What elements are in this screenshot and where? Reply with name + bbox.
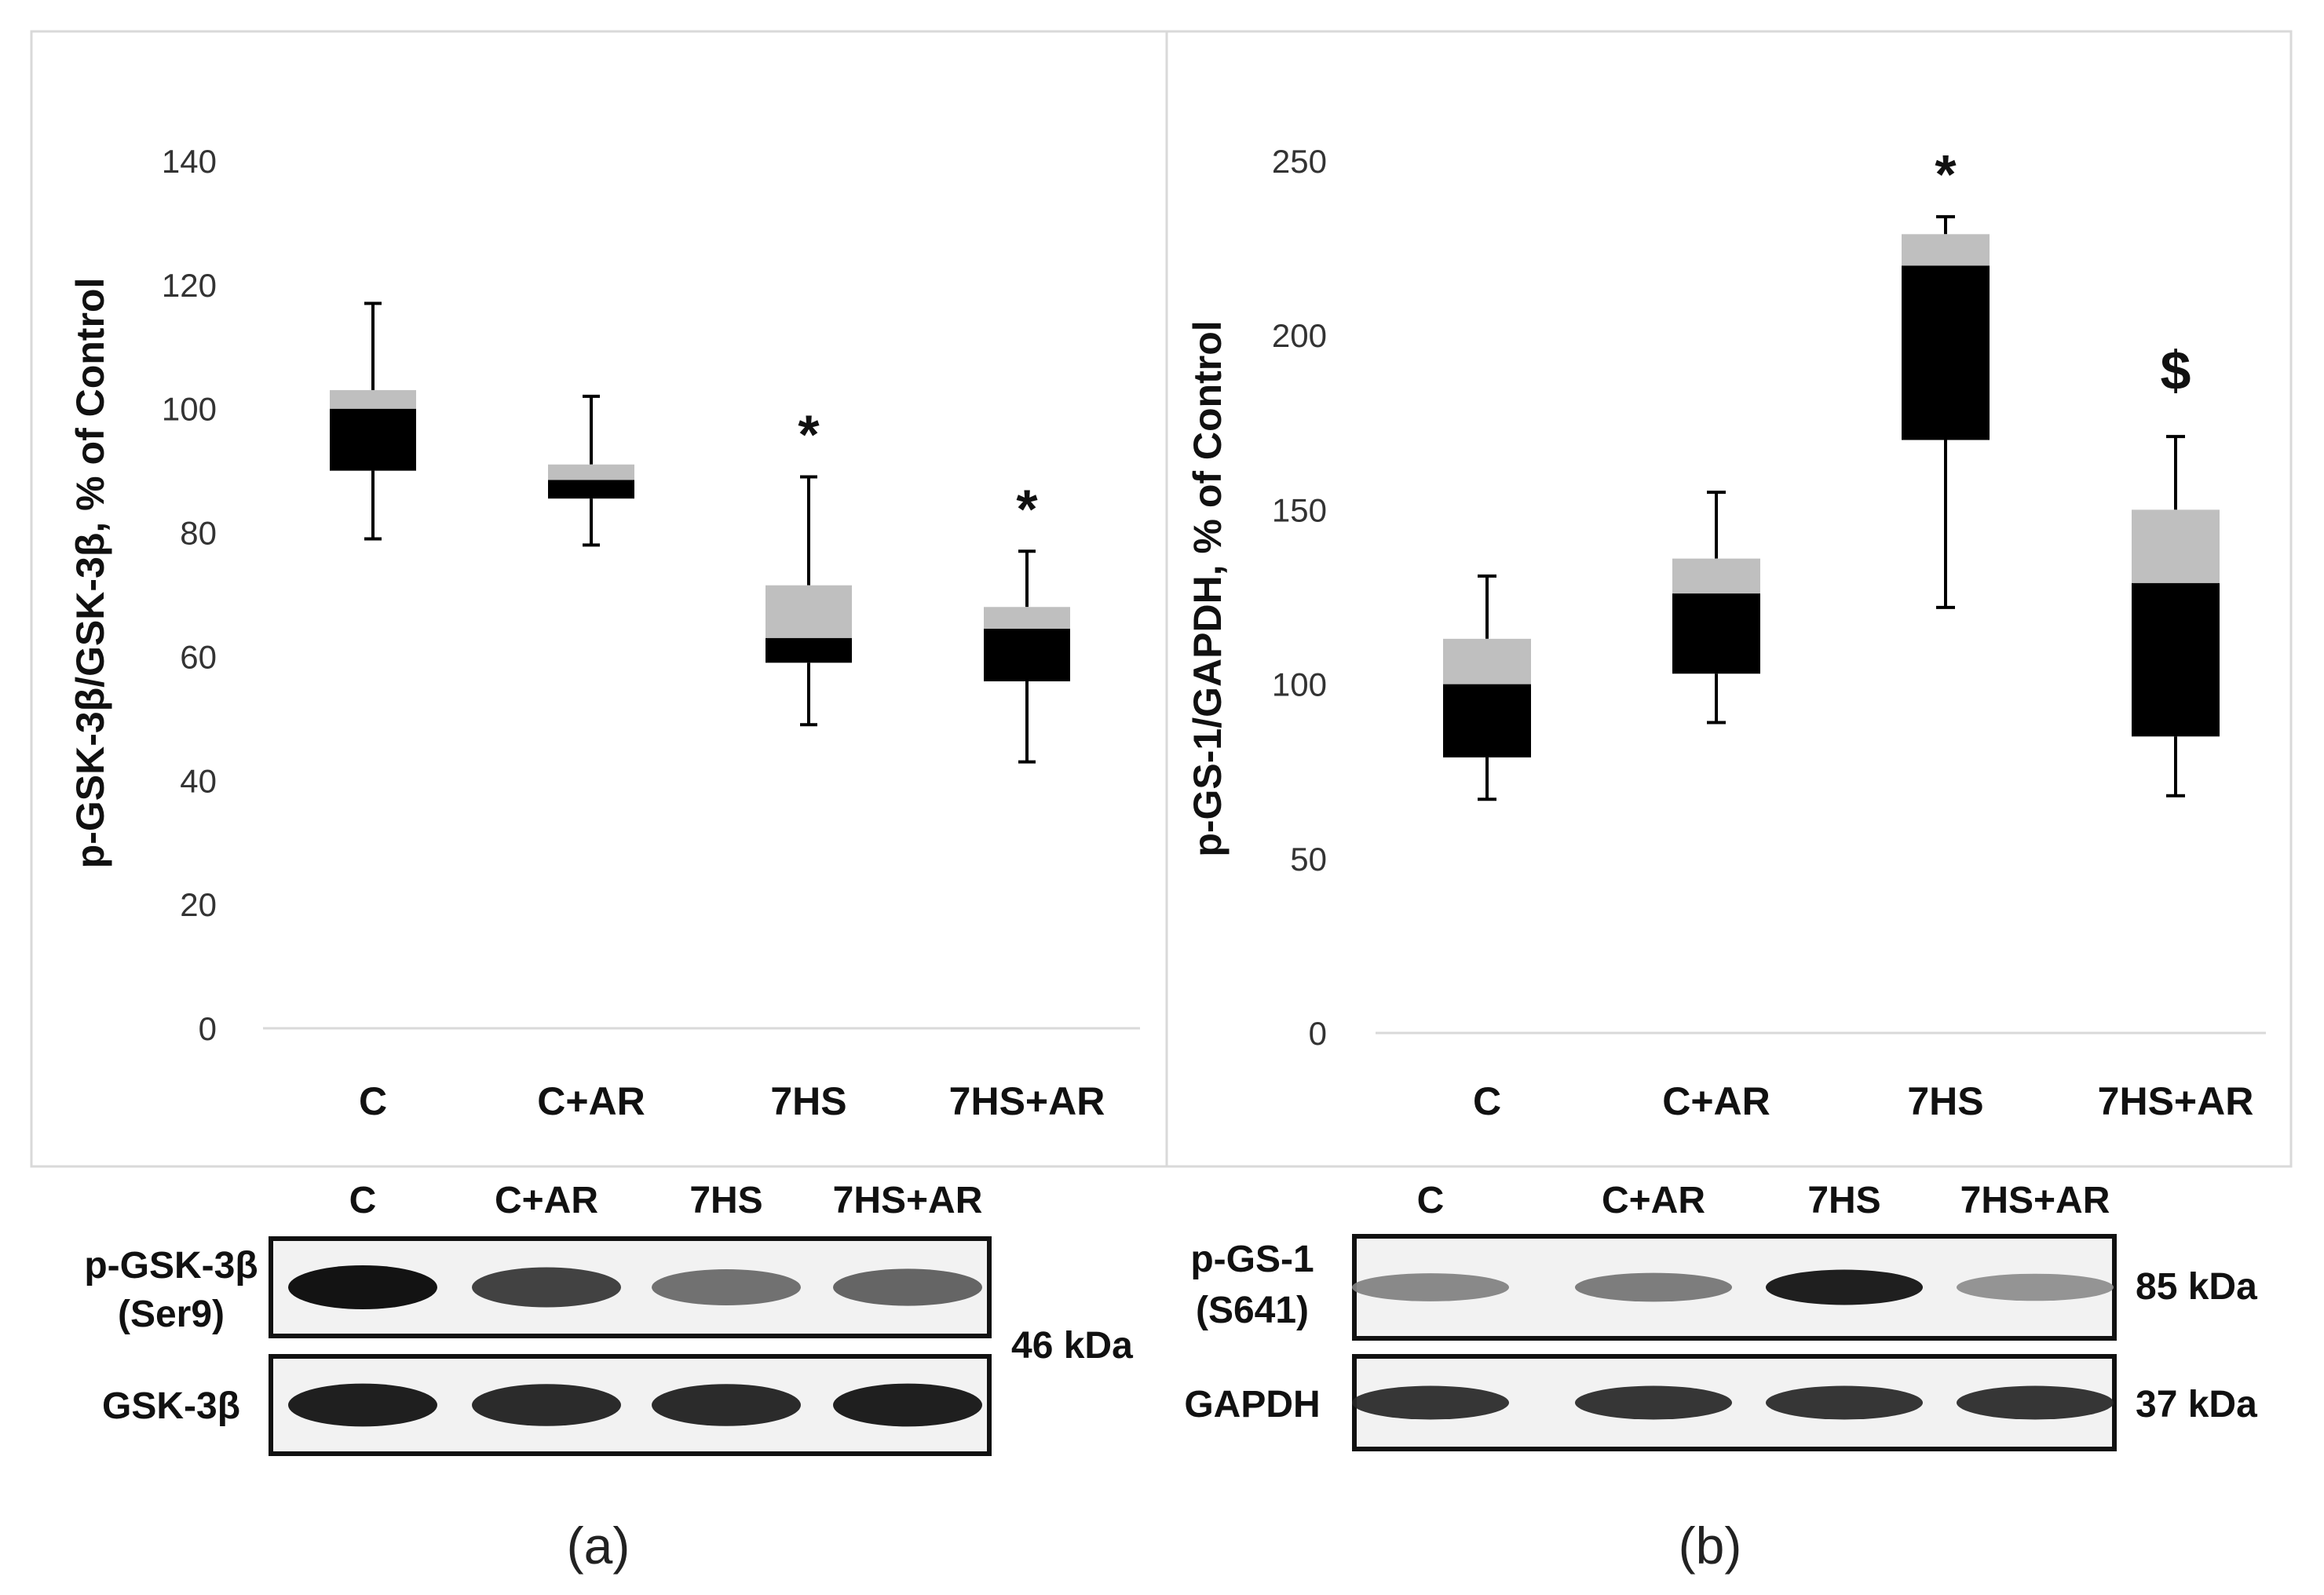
blot-a-lane-c-ar: C+AR bbox=[495, 1180, 598, 1221]
chart-b-box-upper-7hs-ar bbox=[2132, 509, 2220, 583]
chart-b-box-upper-c-ar bbox=[1672, 558, 1760, 594]
chart-b-category-7hs: 7HS bbox=[1907, 1079, 1983, 1123]
blot-a: C C+AR 7HS 7HS+AR p-GSK-3β (Ser9) GSK-3β… bbox=[84, 1180, 1133, 1456]
blot-b-lane-7hs-ar: 7HS+AR bbox=[1960, 1180, 2110, 1221]
chart-b-marker-7hs-ar: $ bbox=[2161, 340, 2191, 401]
blot-a-band-row2-c-ar bbox=[472, 1384, 621, 1426]
chart-a: p-GSK-3β/GSK-3β, % of Control * * 0 20 40 6… bbox=[68, 143, 1140, 1123]
chart-a-box-lower-7hs-ar bbox=[984, 628, 1070, 681]
chart-a-category-7hs-ar: 7HS+AR bbox=[949, 1079, 1105, 1123]
blot-b: C C+AR 7HS 7HS+AR p-GS-1 (S641) GAPDH 85… bbox=[1184, 1180, 2257, 1451]
chart-a-ytick-40: 40 bbox=[180, 762, 217, 799]
chart-b-ytick-200: 200 bbox=[1272, 317, 1327, 354]
chart-a-box-upper-7hs-ar bbox=[984, 607, 1070, 629]
chart-a-marker-7hs: * bbox=[798, 404, 820, 465]
chart-a-ytick-60: 60 bbox=[180, 638, 217, 675]
chart-a-box-upper-c-ar bbox=[548, 464, 634, 480]
blot-b-band-row1-7hs-ar bbox=[1957, 1273, 2114, 1301]
blot-a-lane-c: C bbox=[349, 1180, 377, 1221]
chart-a-box-lower-c bbox=[330, 408, 416, 471]
chart-a-category-7hs: 7HS bbox=[770, 1079, 846, 1123]
blot-b-band-row2-7hs-ar bbox=[1957, 1385, 2114, 1420]
chart-b-ytick-250: 250 bbox=[1272, 143, 1327, 180]
chart-a-ylabel: p-GSK-3β/GSK-3β, % of Control bbox=[68, 278, 112, 869]
chart-b: p-GS-1/GAPDH, % of Control * $ 0 50 100 150… bbox=[1186, 143, 2266, 1123]
chart-a-frame bbox=[30, 30, 1168, 1168]
blot-b-row1-label-line1: p-GS-1 bbox=[1190, 1239, 1314, 1280]
chart-b-box-lower-c-ar bbox=[1672, 593, 1760, 674]
chart-b-box-lower-7hs-ar bbox=[2132, 582, 2220, 737]
chart-a-category-c: C bbox=[359, 1079, 387, 1123]
chart-b-category-c-ar: C+AR bbox=[1662, 1079, 1770, 1123]
chart-a-box-lower-c-ar bbox=[548, 480, 634, 499]
chart-a-ytick-100: 100 bbox=[162, 391, 217, 428]
panel-label-b: (b) bbox=[1679, 1517, 1742, 1575]
chart-b-category-c: C bbox=[1473, 1079, 1501, 1123]
blot-a-band-row2-7hs bbox=[652, 1384, 801, 1426]
chart-a-marker-7hs-ar: * bbox=[1016, 478, 1038, 539]
blot-b-band-row1-7hs bbox=[1766, 1269, 1923, 1305]
blot-b-lane-7hs: 7HS bbox=[1807, 1180, 1880, 1221]
panel-label-a: (a) bbox=[567, 1517, 630, 1575]
blot-b-band-row1-c-ar bbox=[1575, 1272, 1732, 1302]
blot-a-row1-label-line1: p-GSK-3β bbox=[84, 1245, 258, 1287]
blot-b-lane-c: C bbox=[1417, 1180, 1445, 1221]
chart-a-ytick-120: 120 bbox=[162, 267, 217, 304]
blot-a-band-row2-c bbox=[288, 1383, 437, 1427]
chart-a-box-upper-7hs bbox=[766, 585, 852, 638]
chart-b-box-lower-7hs bbox=[1902, 265, 1990, 440]
chart-b-ytick-50: 50 bbox=[1290, 841, 1327, 878]
chart-a-box-lower-7hs bbox=[766, 637, 852, 663]
chart-b-ylabel: p-GS-1/GAPDH, % of Control bbox=[1186, 320, 1230, 856]
chart-b-box-lower-c bbox=[1443, 684, 1531, 757]
blot-b-size-label-2: 37 kDa bbox=[2136, 1384, 2257, 1425]
blot-a-row2-label: GSK-3β bbox=[102, 1385, 240, 1427]
blot-b-row2-label: GAPDH bbox=[1184, 1384, 1320, 1425]
chart-a-ytick-80: 80 bbox=[180, 515, 217, 552]
chart-b-marker-7hs: * bbox=[1935, 144, 1957, 205]
chart-a-ytick-140: 140 bbox=[162, 143, 217, 180]
blot-a-band-row1-7hs-ar bbox=[833, 1268, 982, 1306]
blot-a-lane-7hs-ar: 7HS+AR bbox=[833, 1180, 983, 1221]
blot-b-band-row2-7hs bbox=[1766, 1385, 1923, 1420]
blot-a-row1-label-line2: (Ser9) bbox=[118, 1294, 225, 1335]
chart-a-ytick-0: 0 bbox=[199, 1010, 217, 1047]
blot-b-row1-label-line2: (S641) bbox=[1196, 1290, 1309, 1331]
chart-b-ytick-150: 150 bbox=[1272, 491, 1327, 528]
chart-b-box-upper-c bbox=[1443, 638, 1531, 684]
blot-a-lane-7hs: 7HS bbox=[689, 1180, 762, 1221]
chart-b-category-7hs-ar: 7HS+AR bbox=[2098, 1079, 2254, 1123]
blot-a-band-row1-c bbox=[288, 1265, 437, 1309]
blot-a-band-row2-7hs-ar bbox=[833, 1383, 982, 1427]
chart-b-box-upper-7hs bbox=[1902, 234, 1990, 266]
blot-a-band-row1-c-ar bbox=[472, 1267, 621, 1308]
chart-a-ytick-20: 20 bbox=[180, 886, 217, 923]
blot-b-lane-c-ar: C+AR bbox=[1602, 1180, 1705, 1221]
chart-b-ytick-0: 0 bbox=[1309, 1015, 1327, 1052]
blot-b-band-row1-c bbox=[1352, 1273, 1509, 1301]
chart-b-ytick-100: 100 bbox=[1272, 666, 1327, 703]
blot-b-band-row2-c bbox=[1352, 1385, 1509, 1420]
chart-a-box-upper-c bbox=[330, 390, 416, 409]
chart-a-category-c-ar: C+AR bbox=[537, 1079, 645, 1123]
blot-b-band-row2-c-ar bbox=[1575, 1385, 1732, 1420]
blot-a-size-label: 46 kDa bbox=[1011, 1325, 1133, 1367]
blot-b-size-label-1: 85 kDa bbox=[2136, 1266, 2257, 1308]
blot-a-band-row1-7hs bbox=[652, 1269, 801, 1305]
